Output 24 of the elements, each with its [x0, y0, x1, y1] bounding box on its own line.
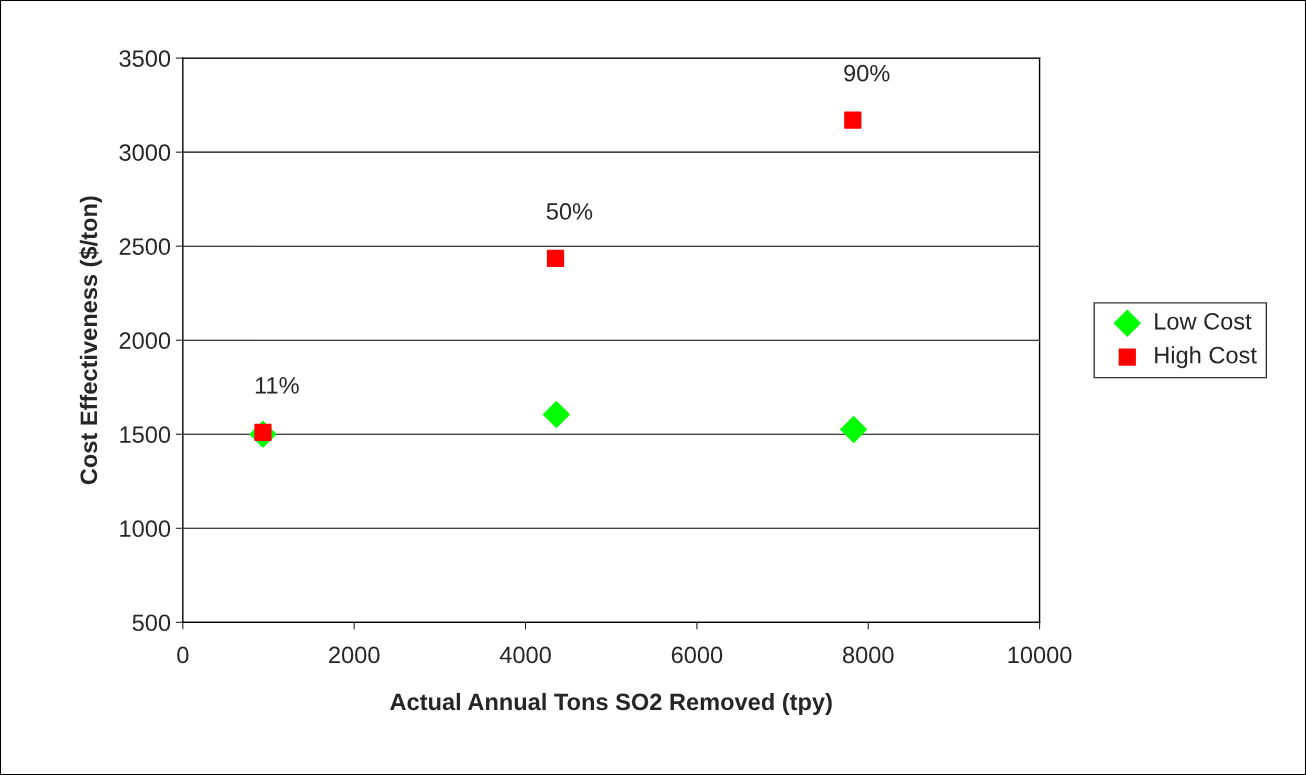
x-tick-label: 4000 [499, 646, 551, 664]
x-tick-label: 0 [177, 646, 189, 664]
y-tick-label: 1000 [120, 520, 171, 538]
annotation: 90% [844, 64, 890, 82]
x-axis-title: Actual Annual Tons SO2 Removed (tpy) [390, 692, 832, 715]
x-tick-label: 6000 [671, 646, 723, 664]
x-tick-label: 2000 [329, 646, 380, 664]
annotation: 11% [255, 377, 299, 394]
y-tick-label: 3500 [119, 50, 171, 67]
legend-label: High Cost [1155, 346, 1257, 369]
x-tick-label: 10000 [1008, 646, 1072, 664]
y-tick-label: 2000 [119, 332, 171, 350]
point [546, 249, 565, 268]
legend-label: Low Cost [1155, 312, 1252, 330]
y-tick-label: 3000 [119, 144, 171, 161]
x-tick-label: 8000 [842, 646, 894, 664]
annotation: 50% [546, 203, 593, 220]
point [840, 416, 868, 444]
point [542, 401, 570, 429]
y-axis-title: Cost Effectiveness ($/ton) [79, 196, 102, 485]
y-tick-label: 2500 [119, 238, 171, 255]
y-tick-label: 500 [132, 614, 171, 632]
point [844, 111, 862, 129]
y-tick-label: 1500 [120, 426, 171, 444]
